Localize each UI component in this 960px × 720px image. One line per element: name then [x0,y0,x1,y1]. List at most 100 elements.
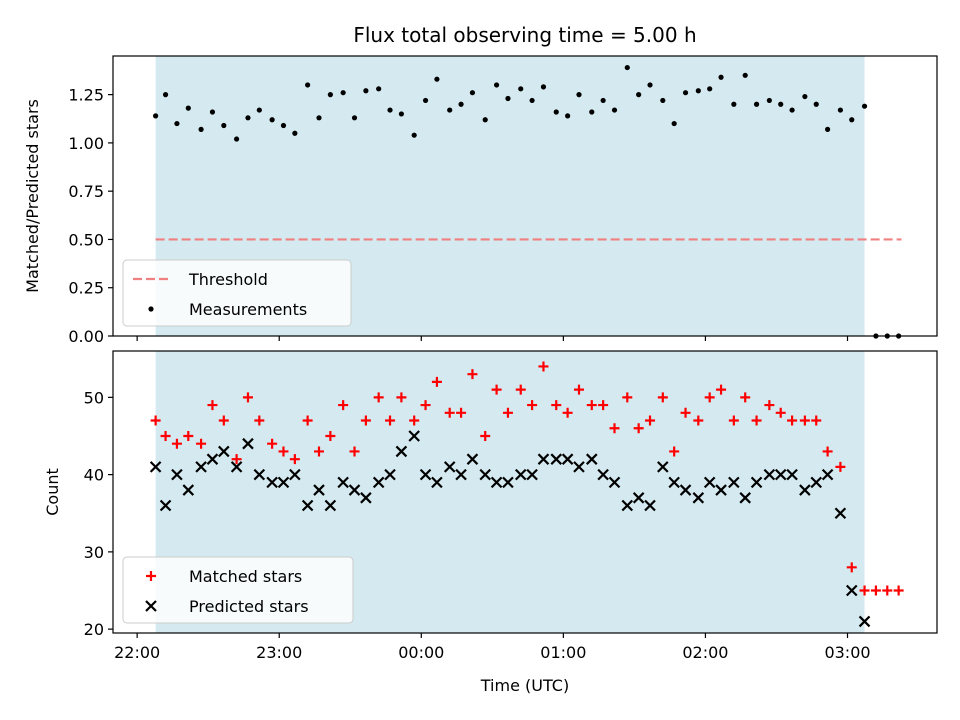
data-point [149,461,162,473]
data-point [644,499,656,512]
data-point [645,415,656,426]
data-point [621,499,634,512]
data-point [195,461,207,473]
data-point [858,615,871,628]
data-point [327,92,333,98]
data-point [196,438,207,449]
data-point [608,476,621,489]
legend-box [122,556,354,624]
data-point [821,468,834,481]
data-point [422,97,429,104]
data-point [490,476,503,489]
legend-entry-label: Threshold [188,270,268,289]
data-point [395,445,408,458]
data-point [434,76,440,82]
data-point [787,415,798,426]
legend: Threshold Measurements [122,259,352,327]
data-point [585,453,598,465]
data-point [778,101,784,107]
data-point [657,392,668,403]
data-point [301,499,314,512]
data-point [409,415,420,426]
data-point [230,461,243,473]
data-point [766,97,772,104]
data-point [206,453,219,465]
data-point [837,107,843,113]
data-point [253,468,266,481]
legend-entry-label: Matched stars [189,567,302,586]
data-point [419,468,432,481]
series-matched-stars [150,361,904,596]
data-point [458,101,464,107]
data-point [715,484,727,496]
data-point [376,86,382,92]
data-point [159,499,172,512]
data-point [669,446,680,457]
data-point [763,468,776,481]
data-point [160,430,171,441]
data-point [716,384,727,395]
legend: Matched stars Predicted stars [122,556,354,624]
data-point [514,468,527,481]
data-point [480,430,491,441]
data-point [825,126,831,132]
y-tick-label: 0.50 [68,230,104,249]
data-point [277,476,290,489]
data-point [728,476,740,489]
data-point [565,113,571,119]
data-point [586,400,597,411]
data-point [420,400,431,411]
series-predicted-stars [149,430,871,628]
data-point [753,101,760,107]
data-point [266,476,278,489]
data-point [551,400,562,411]
data-point [396,392,407,403]
data-point [469,90,476,96]
data-point [254,415,265,426]
data-point [218,445,230,458]
data-point [774,468,787,481]
data-point [269,117,275,123]
data-point [467,369,478,380]
data-point [515,384,526,395]
data-point [289,468,301,481]
data-point [360,492,372,504]
data-point [150,415,161,426]
data-point [207,400,218,411]
data-point [242,437,254,450]
data-point [529,97,535,104]
data-point [822,446,833,457]
data-point [411,132,417,138]
data-point [443,461,456,473]
data-point [550,453,563,465]
data-point [600,97,606,104]
data-point [589,109,595,115]
data-point [562,407,573,418]
data-point [775,407,786,418]
data-point [835,461,846,472]
axes-frame [112,350,938,634]
data-point [728,415,739,426]
data-point [861,103,868,109]
data-point [859,585,870,596]
data-point [242,392,253,403]
data-point [704,392,715,403]
data-point [479,468,491,481]
data-point [750,476,763,489]
y-tick-label: 1.00 [68,134,104,153]
data-point [373,392,384,403]
y-axis-label: Count [43,468,62,516]
data-point [846,562,857,573]
data-point [256,107,262,113]
data-point [849,117,855,123]
x-tick-label: 00:00 [398,643,444,662]
data-point [348,484,361,496]
data-point [573,384,584,395]
axes-frame [112,55,938,337]
data-point [431,476,443,489]
data-point [447,107,453,113]
y-tick-label: 1.25 [68,86,104,105]
y-tick-label: 50 [84,388,104,407]
legend-entry-label: Measurements [189,300,307,319]
legend-marker-swatch [146,571,156,581]
